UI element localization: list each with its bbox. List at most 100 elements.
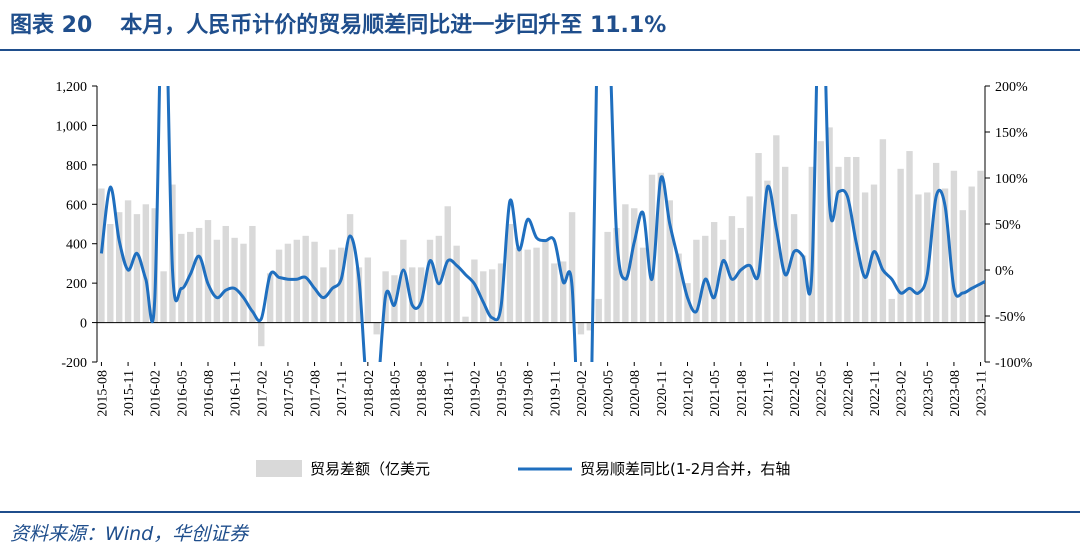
bar bbox=[710, 222, 718, 323]
bar bbox=[790, 214, 798, 323]
bar bbox=[657, 172, 665, 323]
x-tick-label: 2019-02 bbox=[468, 370, 483, 417]
bar bbox=[275, 249, 283, 323]
bar bbox=[719, 239, 727, 323]
footer-rule bbox=[0, 511, 1080, 513]
x-tick-label: 2023-05 bbox=[921, 370, 936, 417]
x-tick-label: 2019-08 bbox=[522, 370, 537, 417]
left-tick-label: -200 bbox=[61, 356, 87, 371]
bar bbox=[977, 170, 984, 323]
legend: 贸易差额（亿美元 贸易顺差同比(1-2月合并，右轴 bbox=[256, 460, 790, 478]
bar bbox=[320, 267, 327, 323]
x-tick-label: 2021-05 bbox=[708, 370, 723, 417]
bar bbox=[417, 267, 425, 323]
bar bbox=[488, 269, 496, 323]
x-tick-label: 2017-05 bbox=[282, 370, 297, 417]
bar bbox=[764, 180, 771, 323]
bar bbox=[400, 239, 407, 323]
bar bbox=[240, 243, 247, 323]
chart-area: -200 0 200 400 600 800 1,000 1,200 -100% -50% 0% 50… bbox=[56, 80, 1033, 478]
bar bbox=[515, 247, 522, 323]
x-tick-label: 2018-11 bbox=[442, 370, 457, 416]
x-tick-label: 2018-02 bbox=[362, 370, 377, 417]
bar bbox=[737, 227, 744, 323]
left-tick-label: 800 bbox=[66, 159, 87, 174]
bar bbox=[480, 271, 487, 323]
bar bbox=[861, 192, 869, 323]
chart-title-text: 本月，人民币计价的贸易顺差同比进一步回升至 11.1% bbox=[120, 13, 667, 38]
x-tick-label: 2021-02 bbox=[682, 370, 697, 417]
bar bbox=[249, 225, 256, 323]
bar bbox=[98, 188, 105, 323]
chart-number: 图表 20 bbox=[10, 13, 93, 38]
bar bbox=[799, 255, 807, 323]
bar bbox=[728, 216, 736, 323]
bar bbox=[444, 206, 451, 323]
bar bbox=[577, 322, 585, 335]
left-tick-label: 1,000 bbox=[56, 119, 88, 134]
bar bbox=[959, 210, 966, 323]
bar bbox=[542, 239, 549, 323]
bar bbox=[453, 245, 460, 323]
source-note: 资料来源：Wind，华创证券 bbox=[10, 523, 249, 545]
x-tick-label: 2018-08 bbox=[415, 370, 430, 417]
bar bbox=[622, 204, 629, 323]
bar bbox=[666, 200, 673, 323]
bar bbox=[435, 235, 443, 323]
bar bbox=[782, 166, 789, 323]
legend-line-label: 贸易顺差同比(1-2月合并，右轴 bbox=[580, 460, 790, 478]
bar bbox=[426, 239, 434, 323]
x-tick-label: 2017-11 bbox=[335, 370, 350, 416]
x-tick-label: 2022-11 bbox=[868, 370, 883, 416]
bar bbox=[293, 239, 300, 323]
bar bbox=[888, 298, 895, 323]
x-tick-label: 2021-08 bbox=[735, 370, 750, 417]
x-tick-label: 2019-11 bbox=[548, 370, 563, 416]
left-tick-label: 0 bbox=[80, 317, 87, 332]
right-tick-label: 100% bbox=[995, 172, 1028, 187]
bar bbox=[568, 212, 576, 323]
bar bbox=[258, 322, 265, 347]
bar bbox=[693, 239, 700, 323]
bar bbox=[941, 188, 949, 323]
x-tick-label: 2020-11 bbox=[655, 370, 670, 416]
right-tick-label: 50% bbox=[995, 218, 1021, 233]
line-series bbox=[99, 86, 985, 362]
x-tick-label: 2015-11 bbox=[122, 370, 137, 416]
bar bbox=[586, 322, 594, 331]
left-tick-label: 600 bbox=[66, 198, 87, 213]
bar bbox=[409, 267, 416, 323]
bar bbox=[932, 162, 940, 323]
bar bbox=[506, 224, 514, 323]
legend-bar-swatch bbox=[256, 460, 302, 477]
bar bbox=[675, 253, 682, 323]
bar bbox=[124, 200, 132, 323]
yoy-line bbox=[99, 86, 985, 362]
x-tick-label: 2017-02 bbox=[255, 370, 270, 417]
x-tick-label: 2020-08 bbox=[628, 370, 643, 417]
bar bbox=[533, 247, 540, 323]
left-tick-label: 400 bbox=[66, 238, 87, 253]
chart-title: 图表 20 本月，人民币计价的贸易顺差同比进一步回升至 11.1% bbox=[10, 4, 666, 48]
bar bbox=[684, 283, 691, 323]
right-tick-label: 0% bbox=[995, 264, 1014, 279]
bar bbox=[648, 174, 656, 323]
x-tick-label: 2023-02 bbox=[895, 370, 910, 417]
bar bbox=[338, 247, 345, 323]
bar bbox=[178, 233, 185, 323]
bar bbox=[906, 151, 913, 323]
bar bbox=[613, 227, 620, 323]
axes: -200 0 200 400 600 800 1,000 1,200 -100% -50% 0% 50… bbox=[56, 80, 1033, 417]
bar bbox=[950, 170, 958, 323]
right-tick-label: -100% bbox=[995, 356, 1033, 371]
x-tick-label: 2017-08 bbox=[309, 370, 324, 417]
x-tick-label: 2019-05 bbox=[495, 370, 510, 417]
bar bbox=[373, 322, 380, 335]
bar bbox=[231, 237, 238, 323]
x-tick-label: 2021-11 bbox=[761, 370, 776, 416]
bar bbox=[160, 271, 167, 323]
bar bbox=[329, 249, 336, 323]
bar bbox=[391, 275, 398, 323]
bar bbox=[142, 204, 150, 323]
bar bbox=[524, 249, 531, 323]
